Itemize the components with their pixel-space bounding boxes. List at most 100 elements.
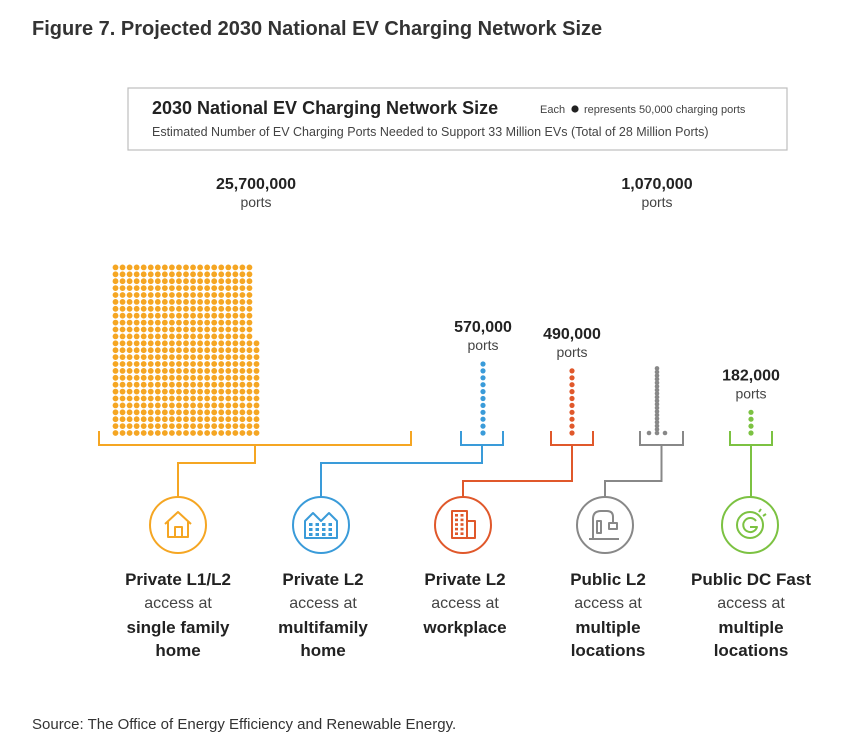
data-dot — [654, 412, 660, 418]
data-dot — [197, 388, 204, 395]
data-dot — [197, 340, 204, 347]
data-dot — [133, 271, 140, 278]
data-dot — [218, 368, 225, 374]
data-dot — [112, 409, 119, 416]
data-dot — [126, 409, 133, 416]
data-dot — [204, 312, 211, 319]
data-dot — [190, 430, 196, 436]
data-dot — [204, 333, 211, 340]
data-dot — [654, 373, 660, 378]
data-dot — [169, 388, 175, 395]
data-dot — [176, 381, 182, 388]
data-dot — [119, 395, 126, 402]
data-dot — [197, 354, 204, 360]
data-dot — [569, 430, 575, 436]
data-dot — [147, 271, 154, 278]
data-dot — [204, 292, 211, 298]
data-dot — [197, 312, 204, 319]
data-dot — [253, 416, 260, 423]
data-dot — [119, 381, 126, 388]
data-dot — [232, 430, 239, 436]
data-dot — [119, 340, 126, 347]
data-dot — [126, 326, 133, 333]
data-dot — [169, 333, 175, 340]
data-dot — [748, 423, 754, 429]
data-dot — [654, 384, 660, 389]
data-dot — [480, 361, 486, 367]
data-dot — [119, 292, 126, 298]
data-dot — [480, 389, 486, 395]
data-dot — [253, 423, 260, 429]
data-dot — [183, 340, 189, 347]
data-dot — [232, 299, 239, 305]
data-dot — [211, 292, 218, 298]
data-dot — [169, 430, 175, 436]
data-dot — [246, 347, 253, 354]
data-dot — [176, 395, 182, 402]
data-dot — [211, 423, 218, 429]
data-dot — [154, 409, 161, 416]
data-dot — [232, 326, 239, 333]
data-dot — [112, 423, 119, 429]
fast-charge-icon — [721, 496, 779, 554]
category-label-line3: multiple — [718, 618, 783, 637]
data-dot — [147, 333, 154, 340]
data-dot — [169, 292, 175, 298]
data-dot — [239, 285, 246, 291]
data-dot — [183, 333, 189, 340]
annex-shape — [466, 520, 476, 539]
data-dot — [169, 319, 175, 326]
data-dot — [154, 264, 161, 271]
data-dot — [197, 271, 204, 278]
data-dot — [232, 305, 239, 312]
data-dot — [119, 416, 126, 423]
data-dot — [211, 402, 218, 409]
data-dot — [218, 416, 225, 423]
data-dot — [140, 416, 147, 423]
data-dot — [232, 347, 239, 354]
data-dot — [253, 340, 260, 347]
icon-ring — [292, 496, 350, 554]
data-dot — [176, 409, 182, 416]
data-dot — [253, 395, 260, 402]
data-dot — [133, 299, 140, 305]
data-dot — [119, 423, 126, 429]
data-dot — [119, 368, 126, 374]
data-dot — [154, 299, 161, 305]
data-dot — [169, 278, 175, 285]
data-dot — [190, 319, 196, 326]
data-dot — [147, 340, 154, 347]
data-dot — [147, 409, 154, 416]
data-dot — [218, 292, 225, 298]
data-dot — [480, 402, 486, 408]
data-dot — [239, 278, 246, 285]
data-dot — [204, 340, 211, 347]
data-dot — [569, 375, 575, 381]
data-dot — [204, 361, 211, 367]
data-dot — [225, 374, 232, 381]
data-dot — [225, 423, 232, 429]
data-dot — [246, 374, 253, 381]
data-dot — [204, 395, 211, 402]
data-dot — [211, 395, 218, 402]
data-dot — [169, 368, 175, 374]
data-dot — [119, 299, 126, 305]
data-dot — [246, 430, 253, 436]
data-dot — [140, 347, 147, 354]
data-dot — [183, 402, 189, 409]
data-dot — [218, 395, 225, 402]
data-dot — [225, 409, 232, 416]
data-dot — [183, 354, 189, 360]
data-dot — [190, 423, 196, 429]
data-dot — [161, 395, 168, 402]
data-dot — [183, 395, 189, 402]
data-dot — [211, 340, 218, 347]
data-dot — [218, 430, 225, 436]
data-dot — [119, 271, 126, 278]
window — [309, 528, 313, 531]
data-dot — [211, 388, 218, 395]
data-dot — [154, 361, 161, 367]
data-dot — [197, 381, 204, 388]
data-dot — [190, 312, 196, 319]
data-dot — [154, 285, 161, 291]
